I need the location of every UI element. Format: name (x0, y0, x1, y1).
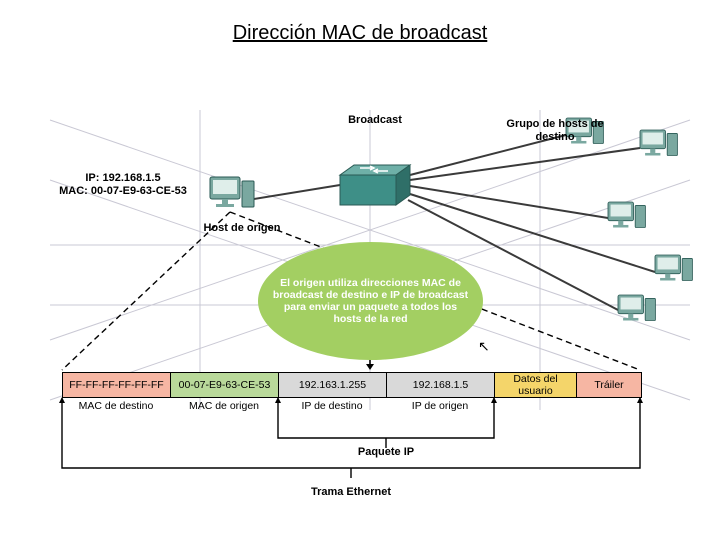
ip-packet-label: Paquete IP (346, 446, 426, 459)
frame-cell: FF-FF-FF-FF-FF-FF (63, 373, 171, 397)
frame-cell: Tráiler (577, 373, 641, 397)
frame-cell: 00-07-E9-63-CE-53 (171, 373, 279, 397)
ethernet-frame-labels: MAC de destinoMAC de origenIP de destino… (62, 400, 640, 412)
eth-frame-label: Trama Ethernet (301, 486, 401, 499)
frame-cell: 192.168.1.5 (387, 373, 495, 397)
frame-cell: Datos del usuario (495, 373, 577, 397)
broadcast-label: Broadcast (330, 114, 420, 127)
frame-field-label: IP de destino (278, 400, 386, 412)
frame-field-label (494, 400, 576, 412)
frame-field-label (576, 400, 640, 412)
frame-field-label: MAC de destino (62, 400, 170, 412)
frame-field-label: IP de origen (386, 400, 494, 412)
dest-group-label: Grupo de hosts dedestino (495, 118, 615, 144)
cursor-icon: ↖ (478, 338, 490, 355)
src-host-label: Host de origen (197, 222, 287, 235)
src-info-label: IP: 192.168.1.5MAC: 00-07-E9-63-CE-53 (48, 172, 198, 198)
frame-cell: 192.163.1.255 (279, 373, 387, 397)
explanation-bubble: El origen utiliza direcciones MAC de bro… (258, 242, 483, 360)
ethernet-frame-table: FF-FF-FF-FF-FF-FF00-07-E9-63-CE-53192.16… (62, 372, 642, 398)
frame-field-label: MAC de origen (170, 400, 278, 412)
